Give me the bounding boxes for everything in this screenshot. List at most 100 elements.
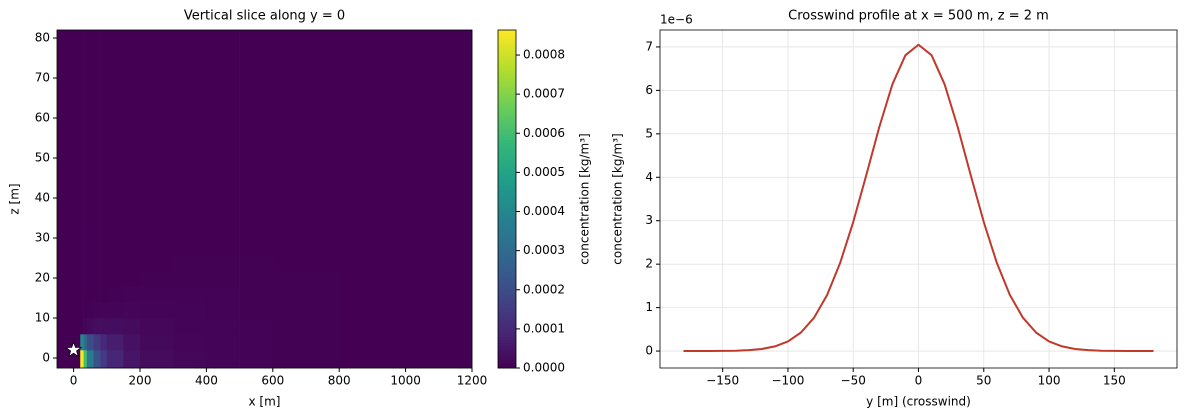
heatmap-cell: [83, 30, 88, 239]
y-tick-label: 60: [35, 111, 50, 125]
heatmap-cell: [83, 286, 88, 303]
line: [683, 43, 1154, 353]
colorbar-strip: [498, 255, 516, 259]
heatmap-cell: [173, 238, 207, 255]
x-tick-label: −150: [706, 374, 739, 388]
heatmap-cell: [80, 286, 84, 303]
colorbar-strip: [498, 258, 516, 262]
y-tick-label: 10: [35, 311, 50, 325]
heatmap-cell: [106, 302, 124, 319]
heatmap-cell: [339, 318, 473, 335]
colorbar-strip: [498, 108, 516, 113]
colorbar-strip: [498, 162, 516, 166]
colorbar-strip: [498, 204, 516, 208]
heatmap-cell: [339, 334, 473, 351]
heatmap-cell: [239, 318, 274, 335]
colorbar-strip: [498, 83, 516, 87]
heatmap-cell: [106, 318, 124, 335]
colorbar-strip: [498, 38, 516, 42]
colorbar-strip: [498, 328, 516, 332]
heatmap-cell: [76, 270, 81, 287]
heatmap-cell: [106, 350, 124, 369]
heatmap-cell: [100, 302, 108, 319]
heatmap-cell: [140, 254, 174, 271]
heatmap-cell: [80, 350, 84, 369]
colorbar-strip: [498, 201, 516, 206]
heatmap-cell: [100, 238, 108, 255]
colorbar-strip: [498, 314, 516, 318]
x-tick-label: 150: [1103, 374, 1126, 388]
heatmap-cell: [123, 30, 141, 239]
colorbar-strip: [498, 139, 516, 144]
y-tick-label: 0: [42, 351, 50, 365]
heatmap-cell: [272, 30, 340, 239]
colorbar-strip: [498, 269, 516, 273]
colorbar-tick-label: 0.0005: [523, 165, 565, 179]
heatmap-cell: [100, 270, 108, 287]
heatmap-cell: [140, 334, 174, 351]
colorbar-strip: [498, 241, 516, 245]
chart-title: Crosswind profile at x = 500 m, z = 2 m: [788, 9, 1049, 24]
colorbar-strip: [498, 60, 516, 65]
colorbar-strip: [498, 187, 516, 192]
heatmap-cell: [173, 318, 207, 335]
heatmap-cell: [123, 254, 141, 271]
colorbar-strip: [498, 170, 516, 175]
heatmap-cell: [76, 334, 81, 351]
colorbar-strip: [498, 44, 516, 48]
colorbar-strip: [498, 311, 516, 315]
y-tick-label: 3: [645, 213, 653, 227]
colorbar-strip: [498, 356, 516, 361]
heatmap-cell: [272, 286, 340, 303]
heatmap-cell: [86, 238, 94, 255]
heatmap-cell: [76, 254, 81, 271]
heatmap-cell: [339, 302, 473, 319]
colorbar-strip: [498, 131, 516, 135]
heatmap-cell: [140, 270, 174, 287]
heatmap-cell: [206, 302, 240, 319]
heatmap-cell: [57, 302, 78, 319]
heatmap-cell: [173, 270, 207, 287]
heatmap-cell: [140, 30, 174, 239]
heatmap-cell: [140, 318, 174, 335]
colorbar-strip: [498, 125, 516, 130]
colorbar-strip: [498, 294, 516, 299]
colorbar-strip: [498, 345, 516, 349]
heatmap-cell: [93, 302, 101, 319]
colorbar-strip: [498, 89, 516, 93]
colorbar-strip: [498, 159, 516, 163]
colorbar-strip: [498, 72, 516, 76]
heatmap-cell: [80, 238, 84, 255]
heatmap-cell: [100, 254, 108, 271]
heatmap-cell: [83, 350, 88, 369]
heatmap-cell: [76, 302, 81, 319]
colorbar-strip: [498, 52, 516, 56]
heatmap-cell: [239, 302, 274, 319]
heatmap-cell: [206, 286, 240, 303]
colorbar-strip: [498, 210, 516, 214]
colorbar-strip: [498, 227, 516, 231]
colorbar-strip: [498, 238, 516, 242]
heatmap-cell: [80, 318, 84, 335]
y-tick-label: 50: [35, 151, 50, 165]
heatmap-cell: [239, 238, 274, 255]
x-tick-label: 50: [976, 374, 991, 388]
heatmap-cell: [76, 30, 81, 239]
y-axis-label: concentration [kg/m³]: [611, 133, 625, 264]
colorbar-strip: [498, 286, 516, 290]
heatmap-cell: [206, 238, 240, 255]
colorbar-strip: [498, 168, 516, 172]
heatmap-cell: [106, 334, 124, 351]
colorbar-strip: [498, 297, 516, 301]
colorbar-strip: [498, 331, 516, 335]
colorbar-strip: [498, 66, 516, 70]
y-tick-label: 5: [645, 126, 653, 140]
colorbar-strip: [498, 283, 516, 287]
y-tick-label: 0: [645, 344, 653, 358]
heatmap-cell: [80, 254, 84, 271]
colorbar-strip: [498, 176, 516, 180]
heatmap-cell: [76, 350, 81, 369]
colorbar-strip: [498, 80, 516, 85]
heatmap-cell: [93, 350, 101, 369]
heatmap-cell: [140, 302, 174, 319]
